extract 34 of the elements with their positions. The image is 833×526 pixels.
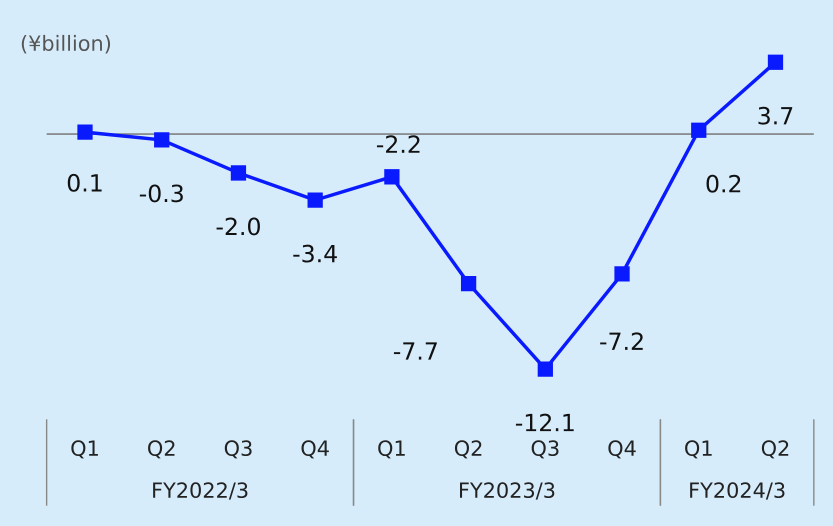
x-tick-label: Q3: [532, 440, 558, 458]
x-tick-label: Q1: [685, 440, 712, 458]
point: [460, 276, 476, 292]
x-tick-label: Q2: [762, 440, 788, 458]
point: [538, 361, 553, 377]
data-label: -2.0: [216, 217, 260, 236]
data-label: -12.1: [516, 414, 574, 432]
point: [77, 124, 93, 140]
data-label: -7.2: [600, 332, 643, 350]
point: [768, 54, 784, 70]
point: [154, 132, 170, 148]
point: [691, 122, 706, 138]
x-tick-label: Q4: [302, 440, 329, 458]
data-label: -0.3: [140, 184, 183, 202]
data-label: 0.1: [68, 174, 102, 192]
x-tick-label: Q1: [71, 440, 98, 458]
x-tick-label: Q3: [224, 440, 252, 458]
text: FY2023/3: [460, 482, 554, 500]
point: [384, 169, 400, 184]
x-tick-label: Q4: [608, 440, 636, 458]
point: [308, 192, 323, 208]
data-label: -7.7: [394, 342, 437, 360]
text: FY2024/3: [690, 482, 784, 500]
x-tick-label: Q2: [148, 440, 174, 458]
data-label: 3.7: [758, 106, 792, 125]
y-axis-title: (¥billion): [22, 34, 110, 54]
data-label: -2.2: [376, 135, 420, 153]
point: [614, 266, 630, 282]
x-tick-label: Q2: [454, 440, 482, 458]
data-label: -3.4: [293, 244, 337, 263]
text: FY2022/3: [153, 482, 248, 500]
x-tick-label: Q1: [378, 440, 405, 458]
point: [230, 165, 246, 181]
data-label: 0.2: [706, 174, 740, 193]
